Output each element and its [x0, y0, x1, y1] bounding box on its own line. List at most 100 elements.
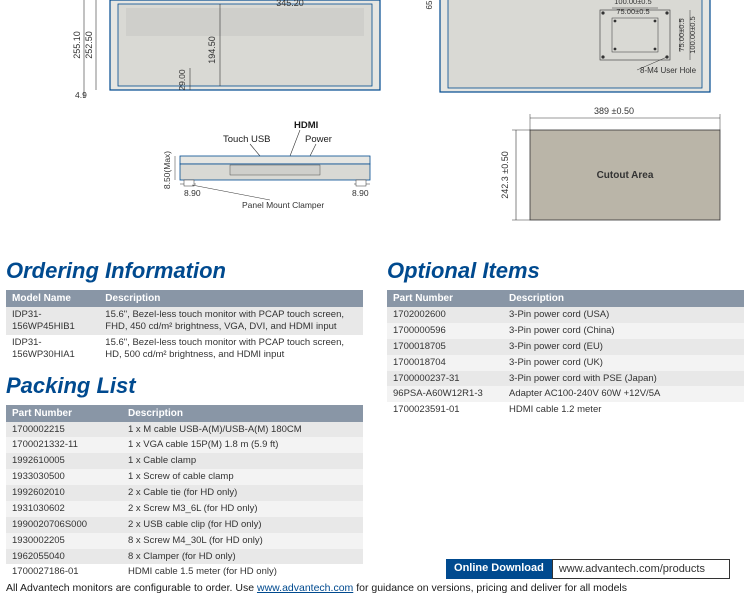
optional-heading: Optional Items — [387, 258, 744, 284]
table-cell: 1702002600 — [387, 307, 503, 323]
footnote-link[interactable]: www.advantech.com — [257, 582, 353, 594]
dim-back-top1: 100.00±0.5 — [614, 0, 651, 6]
table-cell: 3-Pin power cord with PSE (Japan) — [503, 371, 744, 387]
table-cell: 2 x Cable tie (for HD only) — [122, 485, 363, 501]
optional-table: Part Number Description 17020026003-Pin … — [387, 290, 744, 418]
download-bar: Online Download www.advantech.com/produc… — [446, 559, 730, 579]
table-cell: 1 x Cable clamp — [122, 453, 363, 469]
table-cell: 1992610005 — [6, 453, 122, 469]
table-cell: 1700002215 — [6, 422, 122, 438]
packing-heading: Packing List — [6, 373, 363, 399]
table-row: 1700000237-313-Pin power cord with PSE (… — [387, 371, 744, 387]
mechanical-diagram: 345.20 255.10 252.50 194.50 29.00 4.9 10… — [0, 0, 750, 250]
table-cell: 3-Pin power cord (UK) — [503, 355, 744, 371]
table-row: 19620550408 x Clamper (for HD only) — [6, 549, 363, 565]
content-columns: Ordering Information Model Name Descript… — [0, 250, 750, 580]
table-row: IDP31-156WP30HIA115.6", Bezel-less touch… — [6, 335, 363, 363]
label-touch-usb: Touch USB — [223, 134, 271, 145]
ordering-th-model: Model Name — [6, 290, 99, 307]
table-row: 17000022151 x M cable USB-A(M)/USB-A(M) … — [6, 422, 363, 438]
table-row: 1700021332-111 x VGA cable 15P(M) 1.8 m … — [6, 437, 363, 453]
back-note: 8-M4 User Hole — [640, 66, 697, 75]
table-cell: 8 x Clamper (for HD only) — [122, 549, 363, 565]
table-row: 17000005963-Pin power cord (China) — [387, 323, 744, 339]
dim-back-small: 65 — [425, 0, 434, 9]
dim-cutout-h: 242.3 ±0.50 — [500, 151, 510, 198]
dim-front-inner-h: 194.50 — [207, 36, 217, 64]
footnote-pre: All Advantech monitors are configurable … — [6, 582, 257, 594]
table-cell: 1962055040 — [6, 549, 122, 565]
table-row: 17000187043-Pin power cord (UK) — [387, 355, 744, 371]
bottom-view: HDMI Touch USB Power 8.50(Max) 8.90 8.90… — [162, 120, 370, 210]
ordering-table: Model Name Description IDP31-156WP45HIB1… — [6, 290, 363, 363]
table-cell: 1930002205 — [6, 533, 122, 549]
table-cell: 15.6", Bezel-less touch monitor with PCA… — [99, 307, 363, 335]
table-cell: Adapter AC100-240V 60W +12V/5A — [503, 386, 744, 402]
dim-back-side2: 75.00±0.5 — [677, 18, 686, 51]
table-cell: HDMI cable 1.2 meter — [503, 402, 744, 418]
label-clamper: Panel Mount Clamper — [242, 200, 324, 210]
table-cell: 15.6", Bezel-less touch monitor with PCA… — [99, 335, 363, 363]
dim-back-side1: 100.00±0.5 — [688, 16, 697, 53]
table-cell: 1700021332-11 — [6, 437, 122, 453]
dim-bottom-el: 8.90 — [184, 188, 201, 198]
footnote: All Advantech monitors are configurable … — [0, 580, 750, 594]
table-cell: 1 x M cable USB-A(M)/USB-A(M) 180CM — [122, 422, 363, 438]
table-cell: IDP31-156WP30HIA1 — [6, 335, 99, 363]
ordering-th-desc: Description — [99, 290, 363, 307]
label-hdmi: HDMI — [294, 120, 318, 131]
dim-front-h1: 255.10 — [72, 31, 82, 59]
packing-th-desc: Description — [122, 405, 363, 422]
table-row: IDP31-156WP45HIB115.6", Bezel-less touch… — [6, 307, 363, 335]
table-cell: 3-Pin power cord (EU) — [503, 339, 744, 355]
download-url[interactable]: www.advantech.com/products — [552, 559, 730, 579]
table-cell: 1931030602 — [6, 501, 122, 517]
packing-th-pn: Part Number — [6, 405, 122, 422]
table-cell: 1990020706S000 — [6, 517, 122, 533]
table-cell: 2 x USB cable clip (for HD only) — [122, 517, 363, 533]
table-cell: 1933030500 — [6, 469, 122, 485]
table-cell: 1700018704 — [387, 355, 503, 371]
table-cell: 1700023591-01 — [387, 402, 503, 418]
table-cell: 1700000237-31 — [387, 371, 503, 387]
table-cell: 2 x Screw M3_6L (for HD only) — [122, 501, 363, 517]
label-power: Power — [305, 134, 332, 145]
table-row: 17000187053-Pin power cord (EU) — [387, 339, 744, 355]
table-cell: 8 x Screw M4_30L (for HD only) — [122, 533, 363, 549]
table-cell: 1992602010 — [6, 485, 122, 501]
table-cell: 3-Pin power cord (USA) — [503, 307, 744, 323]
dim-front-offset: 29.00 — [177, 69, 187, 91]
table-cell: 1700018705 — [387, 339, 503, 355]
optional-th-pn: Part Number — [387, 290, 503, 307]
table-cell: 1 x Screw of cable clamp — [122, 469, 363, 485]
dim-front-thickness: 4.9 — [75, 90, 87, 100]
table-row: 17020026003-Pin power cord (USA) — [387, 307, 744, 323]
dim-bottom-er: 8.90 — [352, 188, 369, 198]
table-cell: IDP31-156WP45HIB1 — [6, 307, 99, 335]
download-label: Online Download — [446, 559, 552, 579]
back-view: 100.00±0.5 75.00±0.5 100.00±0.5 75.00±0.… — [425, 0, 710, 92]
table-row: 96PSA-A60W12R1-3Adapter AC100-240V 60W +… — [387, 386, 744, 402]
footnote-post: for guidance on versions, pricing and de… — [353, 582, 627, 594]
table-row: 1700027186-01HDMI cable 1.5 meter (for H… — [6, 564, 363, 580]
front-view: 345.20 255.10 252.50 194.50 29.00 4.9 — [72, 0, 380, 100]
table-cell: 1 x VGA cable 15P(M) 1.8 m (5.9 ft) — [122, 437, 363, 453]
table-cell: 1700027186-01 — [6, 564, 122, 580]
table-cell: 96PSA-A60W12R1-3 — [387, 386, 503, 402]
table-cell: 3-Pin power cord (China) — [503, 323, 744, 339]
cutout-view: Cutout Area 389 ±0.50 242.3 ±0.50 — [500, 106, 720, 220]
table-row: 19926100051 x Cable clamp — [6, 453, 363, 469]
table-row: 19926020102 x Cable tie (for HD only) — [6, 485, 363, 501]
table-row: 1700023591-01HDMI cable 1.2 meter — [387, 402, 744, 418]
table-row: 1990020706S0002 x USB cable clip (for HD… — [6, 517, 363, 533]
ordering-heading: Ordering Information — [6, 258, 363, 284]
table-row: 19330305001 x Screw of cable clamp — [6, 469, 363, 485]
table-cell: 1700000596 — [387, 323, 503, 339]
dim-cutout-w: 389 ±0.50 — [594, 106, 634, 116]
table-row: 19300022058 x Screw M4_30L (for HD only) — [6, 533, 363, 549]
cutout-text: Cutout Area — [597, 170, 654, 181]
packing-table: Part Number Description 17000022151 x M … — [6, 405, 363, 581]
dim-front-width: 345.20 — [276, 0, 304, 8]
dim-bottom-h: 8.50(Max) — [162, 151, 172, 189]
table-row: 19310306022 x Screw M3_6L (for HD only) — [6, 501, 363, 517]
